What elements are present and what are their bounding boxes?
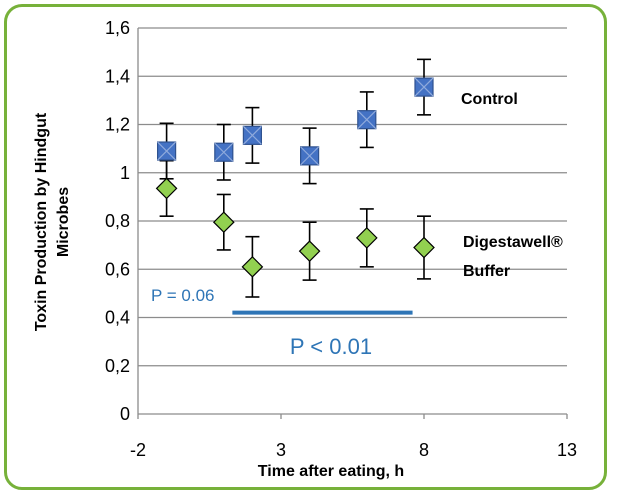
- label-digestawell: Digestawell®: [463, 234, 563, 251]
- gridlines: [138, 27, 567, 415]
- y-tick-label: 1,4: [105, 66, 130, 86]
- y-tick-label: 0,8: [105, 211, 130, 231]
- tick-labels: 0 0,2 0,4 0,6 0,8 1 1,2 1,4 1,6 -2 3 8 13: [105, 18, 577, 460]
- buffer-point: [355, 227, 378, 249]
- y-tick-label: 1,6: [105, 18, 130, 38]
- y-tick-label: 0,2: [105, 356, 130, 376]
- x-tick-label: 13: [557, 440, 577, 460]
- label-control: Control: [461, 91, 518, 108]
- x-axis-title: Time after eating, h: [258, 463, 404, 480]
- annotations: P = 0.06 P < 0.01: [151, 286, 413, 359]
- y-axis-title-line1: Toxin Production by Hindgut: [33, 112, 50, 331]
- control-point-shine: [157, 141, 177, 161]
- buffer-point: [241, 255, 264, 278]
- label-buffer: Buffer: [463, 263, 510, 280]
- buffer-point: [413, 236, 435, 259]
- control-point-shine: [242, 125, 262, 145]
- control-point-shine: [214, 142, 234, 162]
- control-point-shine: [414, 77, 434, 97]
- axis-titles: Time after eating, h Toxin Production by …: [33, 112, 404, 480]
- buffer-point: [212, 211, 235, 234]
- control-point-shine: [300, 146, 320, 166]
- series-labels: Control Digestawell® Buffer: [461, 91, 563, 280]
- buffer-point: [298, 240, 321, 263]
- data-markers: [155, 77, 435, 278]
- axes: [137, 28, 568, 419]
- y-axis-title-line2: Microbes: [55, 187, 72, 257]
- x-tick-label: -2: [130, 440, 146, 460]
- x-tick-label: 3: [276, 440, 286, 460]
- p-value-small: P = 0.06: [151, 286, 215, 305]
- y-tick-label: 1,2: [105, 115, 130, 135]
- control-point-shine: [357, 110, 377, 130]
- y-tick-label: 0,6: [105, 259, 130, 279]
- y-tick-label: 1: [120, 163, 130, 183]
- y-tick-label: 0: [120, 404, 130, 424]
- y-tick-label: 0,4: [105, 308, 130, 328]
- p-value-big: P < 0.01: [290, 334, 372, 359]
- x-tick-label: 8: [419, 440, 429, 460]
- error-bars: [159, 58, 431, 298]
- buffer-point: [155, 177, 178, 200]
